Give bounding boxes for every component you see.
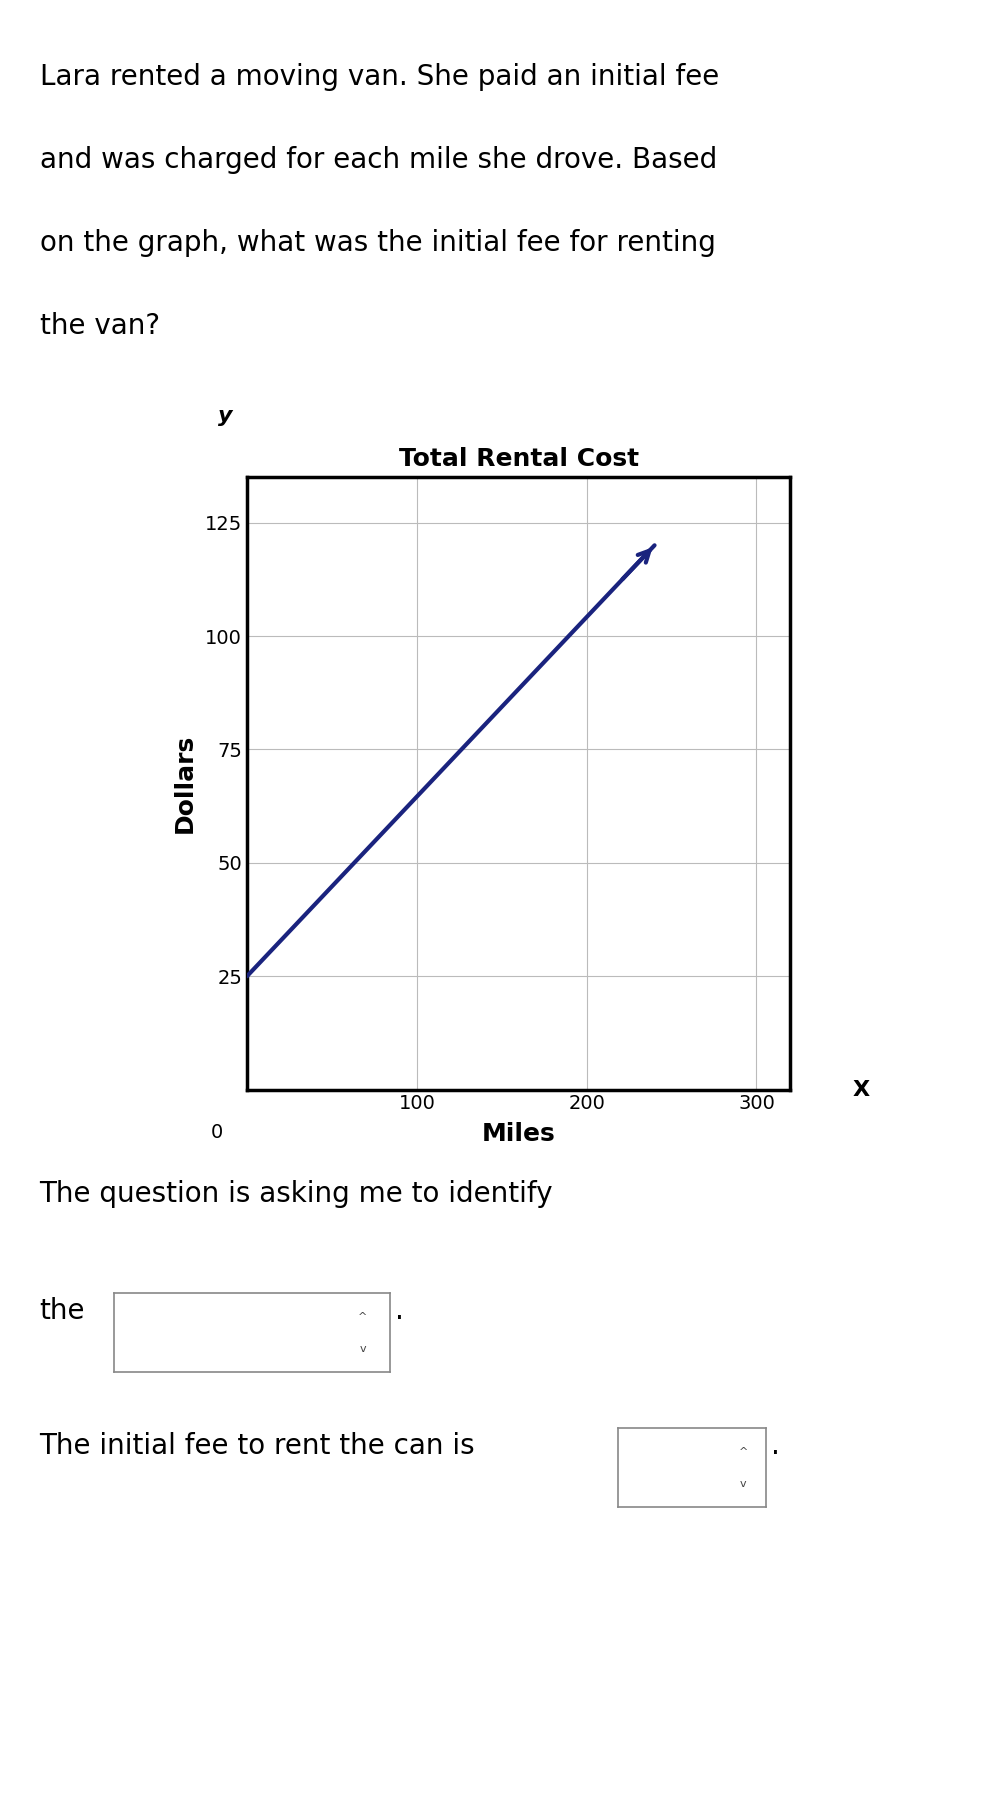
Text: ^: ^ <box>739 1446 748 1457</box>
Title: Total Rental Cost: Total Rental Cost <box>398 447 639 472</box>
X-axis label: Miles: Miles <box>482 1122 555 1145</box>
Text: .: . <box>771 1432 780 1461</box>
Text: the van?: the van? <box>40 312 160 340</box>
Text: y: y <box>218 405 232 427</box>
Text: on the graph, what was the initial fee for renting: on the graph, what was the initial fee f… <box>40 229 715 258</box>
Text: The question is asking me to identify: The question is asking me to identify <box>40 1180 553 1208</box>
Text: .: . <box>395 1297 404 1326</box>
Text: The initial fee to rent the can is: The initial fee to rent the can is <box>40 1432 475 1461</box>
Text: Lara rented a moving van. She paid an initial fee: Lara rented a moving van. She paid an in… <box>40 63 718 92</box>
Y-axis label: Dollars: Dollars <box>173 733 197 834</box>
Text: v: v <box>740 1479 747 1489</box>
Text: X: X <box>853 1079 869 1100</box>
Text: and was charged for each mile she drove. Based: and was charged for each mile she drove.… <box>40 146 716 175</box>
Text: ^: ^ <box>358 1311 368 1322</box>
Text: v: v <box>360 1344 366 1354</box>
Text: the: the <box>40 1297 85 1326</box>
Text: 0: 0 <box>211 1124 223 1142</box>
